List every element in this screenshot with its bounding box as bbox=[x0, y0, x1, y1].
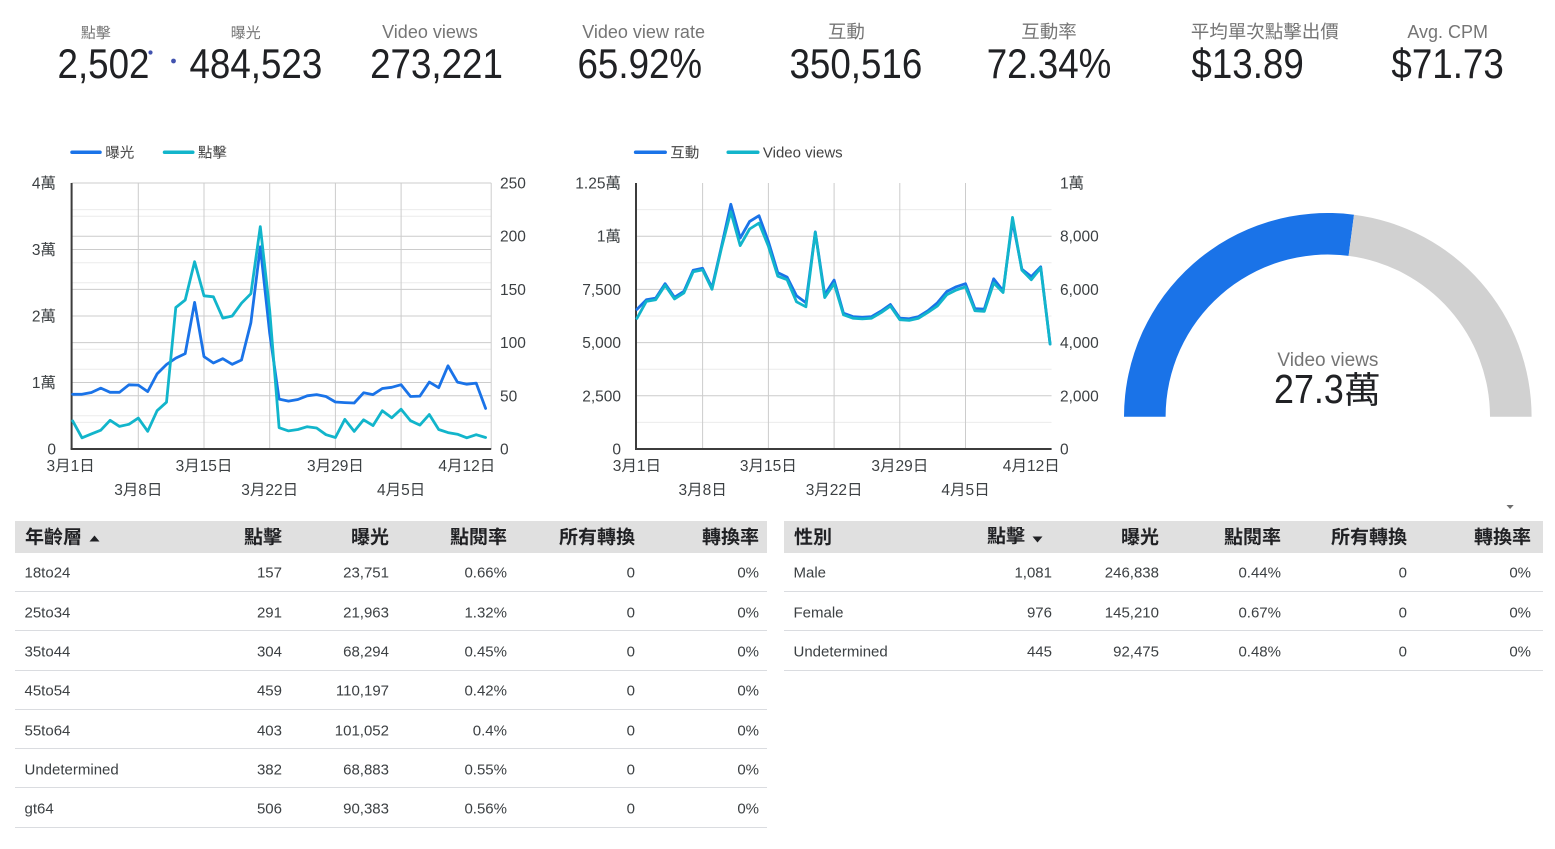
svg-text:3: 3 bbox=[307, 458, 316, 475]
svg-text:3: 3 bbox=[176, 458, 185, 475]
svg-text:200: 200 bbox=[500, 229, 526, 246]
svg-text:5,000: 5,000 bbox=[582, 335, 621, 352]
svg-text:65.92%: 65.92% bbox=[577, 41, 702, 88]
svg-text:Video view rate: Video view rate bbox=[582, 22, 705, 42]
svg-text:Video views: Video views bbox=[382, 22, 478, 42]
svg-text:29: 29 bbox=[896, 458, 913, 475]
svg-text:22: 22 bbox=[265, 482, 282, 499]
svg-text:15: 15 bbox=[764, 458, 781, 475]
svg-text:29: 29 bbox=[331, 458, 348, 475]
svg-text:5: 5 bbox=[401, 482, 410, 499]
svg-text:6,000: 6,000 bbox=[1060, 282, 1099, 299]
svg-text:3: 3 bbox=[613, 458, 622, 475]
svg-text:4: 4 bbox=[32, 176, 41, 193]
svg-text:484,523: 484,523 bbox=[189, 41, 322, 88]
svg-text:8: 8 bbox=[138, 482, 147, 499]
svg-text:150: 150 bbox=[500, 282, 526, 299]
svg-text:3: 3 bbox=[806, 482, 815, 499]
svg-text:4: 4 bbox=[1003, 458, 1012, 475]
svg-text:5: 5 bbox=[966, 482, 975, 499]
svg-text:3: 3 bbox=[740, 458, 749, 475]
svg-text:0: 0 bbox=[612, 442, 621, 459]
svg-text:Avg. CPM: Avg. CPM bbox=[1407, 22, 1488, 42]
svg-text:1: 1 bbox=[71, 458, 80, 475]
svg-text:4,000: 4,000 bbox=[1060, 335, 1099, 352]
svg-text:7,500: 7,500 bbox=[582, 282, 621, 299]
svg-text:3: 3 bbox=[47, 458, 56, 475]
svg-text:3: 3 bbox=[241, 482, 250, 499]
svg-text:2,502: 2,502 bbox=[58, 41, 150, 88]
svg-text:250: 250 bbox=[500, 176, 526, 193]
svg-text:3: 3 bbox=[114, 482, 123, 499]
svg-text:27.3: 27.3 bbox=[1274, 367, 1344, 413]
svg-text:100: 100 bbox=[500, 335, 526, 352]
svg-text:350,516: 350,516 bbox=[789, 41, 922, 88]
svg-text:2,500: 2,500 bbox=[582, 388, 621, 405]
svg-text:$71.73: $71.73 bbox=[1391, 41, 1503, 88]
svg-text:1: 1 bbox=[32, 375, 41, 392]
svg-text:0: 0 bbox=[1060, 442, 1069, 459]
svg-text:12: 12 bbox=[1027, 458, 1044, 475]
svg-text:72.34%: 72.34% bbox=[987, 41, 1112, 88]
svg-text:$13.89: $13.89 bbox=[1191, 41, 1303, 88]
svg-text:2,000: 2,000 bbox=[1060, 388, 1099, 405]
svg-text:4: 4 bbox=[377, 482, 386, 499]
svg-text:1: 1 bbox=[1060, 176, 1069, 193]
svg-text:22: 22 bbox=[830, 482, 847, 499]
svg-text:Video views: Video views bbox=[1277, 350, 1378, 371]
svg-text:273,221: 273,221 bbox=[370, 41, 503, 88]
svg-text:3: 3 bbox=[32, 242, 41, 259]
svg-text:0: 0 bbox=[500, 442, 509, 459]
svg-text:1: 1 bbox=[597, 229, 606, 246]
svg-text:15: 15 bbox=[200, 458, 217, 475]
svg-text:Video views: Video views bbox=[763, 145, 843, 162]
svg-text:3: 3 bbox=[679, 482, 688, 499]
svg-text:0: 0 bbox=[47, 442, 56, 459]
svg-text:1.25: 1.25 bbox=[575, 176, 605, 193]
svg-text:8,000: 8,000 bbox=[1060, 229, 1099, 246]
svg-text:50: 50 bbox=[500, 388, 518, 405]
svg-text:4: 4 bbox=[941, 482, 950, 499]
svg-text:3: 3 bbox=[871, 458, 880, 475]
svg-text:8: 8 bbox=[703, 482, 712, 499]
svg-text:4: 4 bbox=[438, 458, 447, 475]
svg-text:12: 12 bbox=[463, 458, 480, 475]
svg-text:2: 2 bbox=[32, 309, 41, 326]
svg-text:1: 1 bbox=[637, 458, 646, 475]
